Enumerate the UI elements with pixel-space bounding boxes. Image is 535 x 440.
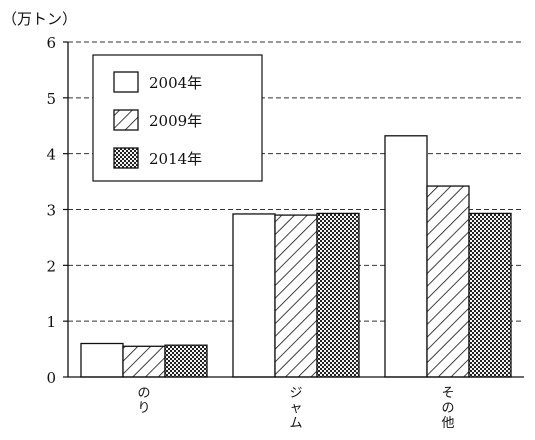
bars [80, 135, 512, 378]
legend-swatch [113, 109, 139, 131]
legend-swatch [113, 71, 139, 93]
bar [122, 345, 166, 378]
legend-label: 2014年 [149, 150, 202, 168]
y-axis-unit-label: （万トン） [2, 10, 77, 28]
bar [274, 214, 318, 378]
x-category-label: ジャム [289, 386, 302, 431]
y-tick-label: 4 [46, 146, 56, 164]
y-tick-label: 6 [46, 34, 56, 52]
bar [80, 342, 124, 378]
y-tick-label: 3 [46, 202, 56, 220]
legend-label: 2004年 [149, 74, 202, 92]
legend-label: 2009年 [149, 112, 202, 130]
x-category-label: その他 [441, 386, 454, 431]
y-tick-label: 1 [46, 313, 56, 331]
bar [426, 185, 470, 378]
bar [468, 212, 512, 378]
legend: 2004年 2009年 2014年 [92, 54, 263, 182]
y-tick-label: 2 [46, 257, 56, 275]
bar [232, 213, 276, 378]
bar [316, 212, 360, 378]
x-category-label: のり [137, 386, 150, 416]
bar [384, 135, 428, 378]
y-axis-ticks: 0 1 2 3 4 5 6 [46, 34, 68, 387]
y-tick-label: 0 [46, 369, 56, 387]
legend-swatch [113, 147, 139, 169]
x-axis-labels: のり ジャム その他 [137, 386, 454, 431]
bar [164, 344, 208, 378]
y-tick-label: 5 [46, 90, 56, 108]
